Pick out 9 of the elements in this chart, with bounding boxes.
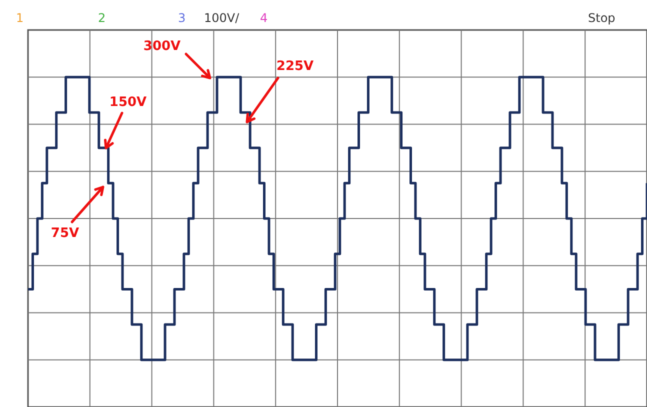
text: 3 [178,11,186,25]
annotation: 75V [50,226,80,241]
text: 2 [98,11,106,25]
text: Stop [588,11,616,25]
annotation: 150V [109,95,147,110]
text: 100V/ [204,11,240,25]
text: 225V [276,59,314,74]
text: 4 [260,11,268,25]
text: 1 [16,11,24,25]
